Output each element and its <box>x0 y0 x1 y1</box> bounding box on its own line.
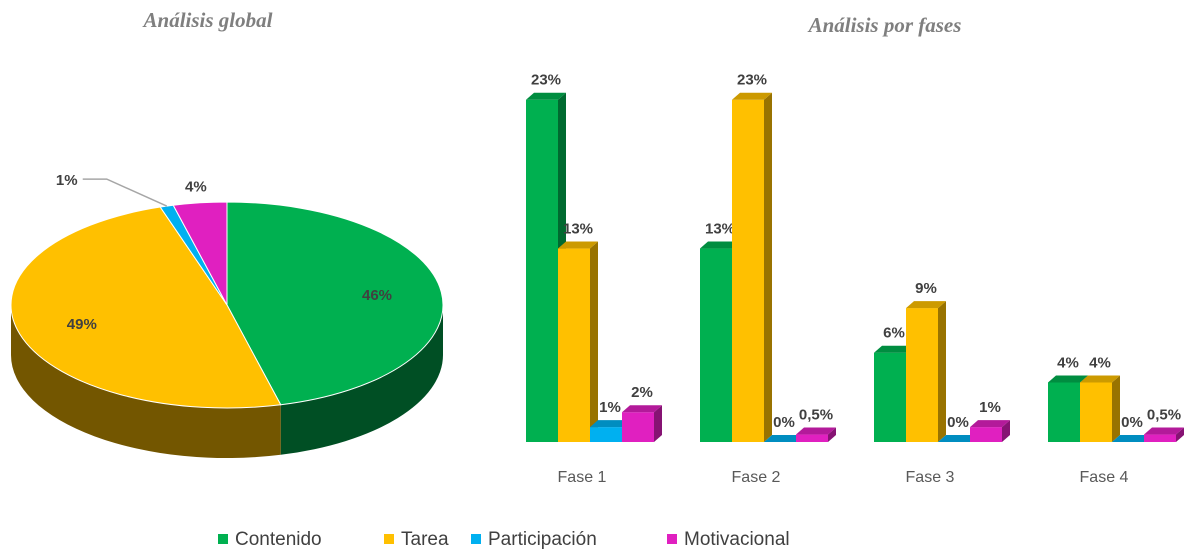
legend-swatch <box>218 534 228 544</box>
bar-top <box>764 435 804 442</box>
bar-side <box>590 241 598 442</box>
data-label: 49% <box>67 316 97 333</box>
bar-title: Análisis por fases <box>807 13 962 37</box>
bar-top <box>1112 435 1152 442</box>
data-label: 4% <box>1057 354 1079 371</box>
bar-top <box>622 405 662 413</box>
bar <box>874 352 906 442</box>
bar <box>622 412 654 442</box>
bar-side <box>1112 375 1120 442</box>
data-label: 13% <box>563 221 593 238</box>
legend-swatch <box>471 534 481 544</box>
bar-top <box>874 345 914 353</box>
bar-top <box>732 92 772 100</box>
legend-swatch <box>384 534 394 544</box>
pie-slice <box>172 201 228 306</box>
bar-top <box>938 435 978 442</box>
data-label: 1% <box>599 399 621 416</box>
data-label: 1% <box>56 172 78 189</box>
data-label: 9% <box>915 280 937 297</box>
x-tick-label: Fase 1 <box>558 469 607 486</box>
data-label: 4% <box>1089 354 1111 371</box>
bar-top <box>590 420 630 428</box>
bar <box>1080 382 1112 442</box>
bar-top <box>526 92 566 100</box>
bar <box>1048 382 1080 442</box>
bar-top <box>700 241 740 249</box>
bar <box>732 99 764 442</box>
data-label: 0% <box>1121 414 1143 431</box>
x-tick-label: Fase 3 <box>906 469 955 486</box>
legend-label: Tarea <box>401 529 449 550</box>
bar-top <box>1144 427 1184 435</box>
legend-swatch <box>667 534 677 544</box>
bar-side <box>1176 427 1184 442</box>
legend-label: Participación <box>488 529 597 550</box>
bar <box>526 99 558 442</box>
data-label: 0,5% <box>799 407 833 424</box>
data-label: 46% <box>362 287 392 304</box>
data-label: 0% <box>773 414 795 431</box>
pie-slice <box>226 201 444 406</box>
bar-side <box>764 92 772 442</box>
bar-top <box>970 420 1010 428</box>
data-label: 0% <box>947 414 969 431</box>
legend-label: Motivacional <box>684 529 790 550</box>
bar-top <box>1080 375 1120 383</box>
data-label: 0,5% <box>1147 407 1181 424</box>
bar-side <box>938 301 946 442</box>
bar <box>796 434 828 442</box>
bar-top <box>796 427 836 435</box>
bar-side <box>1002 420 1010 442</box>
bar-top <box>558 241 598 249</box>
bar-side <box>654 405 662 442</box>
data-label: 2% <box>631 384 653 401</box>
data-label: 23% <box>531 72 561 89</box>
bar-top <box>906 301 946 309</box>
pie-slice-side <box>280 305 443 455</box>
x-tick-label: Fase 2 <box>732 469 781 486</box>
bar <box>558 248 590 442</box>
bar-side <box>828 427 836 442</box>
data-label: 13% <box>705 221 735 238</box>
data-label: 4% <box>185 178 207 195</box>
leader-line <box>82 178 168 207</box>
bar <box>970 427 1002 442</box>
pie-slice <box>10 206 282 409</box>
bar <box>590 427 622 442</box>
x-tick-label: Fase 4 <box>1080 469 1129 486</box>
bar <box>906 308 938 442</box>
data-label: 1% <box>979 399 1001 416</box>
data-label: 6% <box>883 325 905 342</box>
bar-top <box>1048 375 1088 383</box>
bar <box>1144 434 1176 442</box>
bar <box>700 248 732 442</box>
data-label: 23% <box>737 72 767 89</box>
pie-title: Análisis global <box>142 8 273 32</box>
pie-slice-side <box>11 305 281 458</box>
legend-label: Contenido <box>235 529 322 550</box>
